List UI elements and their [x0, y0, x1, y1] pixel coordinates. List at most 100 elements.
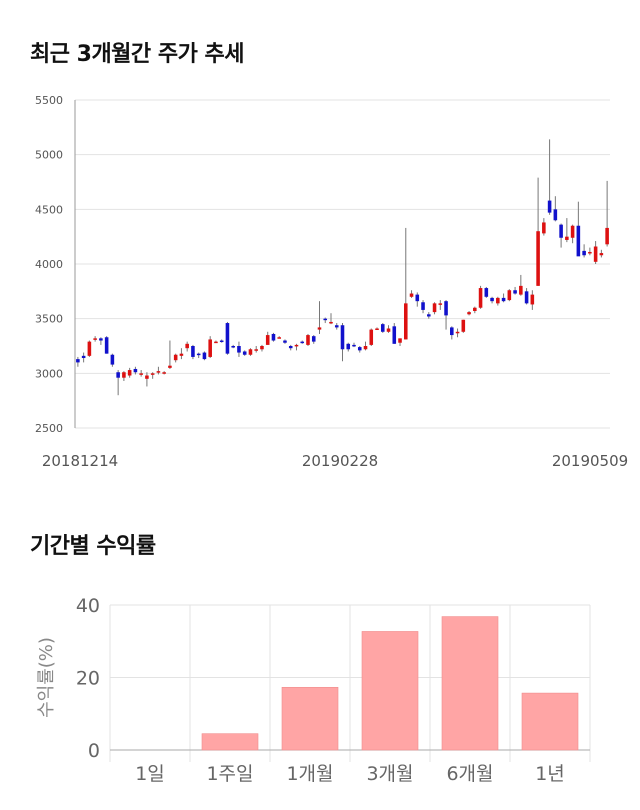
price-candle — [202, 351, 207, 361]
candle-body — [104, 337, 109, 354]
price-candle — [403, 227, 408, 340]
candle-body — [484, 288, 489, 297]
price-candle — [450, 326, 454, 340]
candle-body — [542, 222, 546, 234]
returns-chart-y-label: 수익률(%) — [36, 637, 57, 718]
returns-x-tick-label: 6개월 — [446, 763, 493, 785]
price-candle — [357, 346, 362, 353]
price-candle — [582, 244, 586, 258]
candle-body — [277, 337, 282, 339]
candle-body — [294, 344, 299, 347]
candle-body — [403, 303, 408, 340]
candle-body — [231, 346, 235, 348]
price-candle — [444, 300, 448, 330]
price-candle — [501, 293, 506, 303]
price-candle — [93, 336, 97, 342]
candle-body — [260, 346, 264, 350]
candle-body — [496, 297, 500, 304]
candle-body — [93, 338, 97, 340]
price-candle — [76, 356, 80, 367]
candle-body — [110, 354, 115, 365]
price-candle — [248, 348, 253, 356]
candle-body — [570, 225, 575, 238]
candle-body — [156, 371, 161, 373]
price-candle — [104, 336, 109, 354]
price-candle — [150, 372, 155, 379]
candle-body — [214, 341, 218, 344]
candle-body — [317, 327, 322, 330]
candle-body — [438, 303, 443, 305]
price-candle — [478, 285, 483, 309]
candle-body — [490, 297, 494, 302]
candle-body — [501, 297, 506, 302]
candle-body — [99, 338, 103, 341]
candle-body — [352, 344, 356, 347]
returns-chart-y-ticks: 0 20 40 — [76, 595, 100, 762]
candle-body — [81, 355, 86, 359]
candle-body — [536, 231, 540, 286]
candle-body — [271, 333, 276, 341]
candle-body — [432, 303, 437, 313]
price-chart-y-ticks: 2500 3000 3500 4000 4500 5000 5500 — [35, 94, 63, 435]
price-candle — [536, 177, 540, 286]
candle-body — [237, 346, 241, 353]
price-chart-candles — [76, 139, 609, 396]
price-candle — [438, 300, 443, 310]
candle-body — [334, 325, 339, 328]
candle-body — [421, 302, 425, 310]
candle-body — [139, 373, 143, 375]
price-candle — [283, 339, 287, 344]
price-candle — [432, 302, 437, 315]
returns-bar — [361, 631, 419, 751]
price-candle — [162, 371, 166, 375]
candle-body — [306, 335, 310, 345]
returns-x-tick-label: 1일 — [135, 763, 165, 785]
candle-body — [375, 328, 379, 331]
price-candle — [122, 371, 126, 381]
candle-body — [507, 290, 512, 301]
returns-y-axis-label: 수익률(%) — [36, 637, 57, 718]
price-candle — [473, 306, 477, 314]
price-x-tick-label: 20190509 — [552, 452, 628, 470]
candle-body — [219, 340, 224, 343]
price-candle — [242, 350, 247, 356]
candle-body — [599, 253, 604, 256]
returns-y-tick-label: 20 — [76, 668, 100, 690]
candle-body — [288, 346, 293, 349]
candle-body — [392, 326, 397, 344]
candle-body — [122, 372, 126, 378]
candle-body — [409, 293, 414, 297]
price-candle — [225, 321, 230, 355]
returns-chart-x-ticks: 1일 1주일 1개월 3개월 6개월 1년 — [135, 763, 565, 785]
price-trend-title: 최근 3개월간 주가 추세 — [30, 42, 244, 67]
returns-bar — [521, 692, 579, 751]
price-y-tick-label: 5000 — [35, 149, 63, 162]
price-candle — [271, 332, 276, 342]
candle-body — [283, 340, 287, 343]
price-candle — [323, 317, 328, 324]
price-candle — [168, 340, 172, 369]
price-candle — [231, 344, 235, 349]
price-candle — [191, 344, 195, 360]
price-candle — [311, 335, 316, 344]
price-candle — [484, 286, 489, 298]
price-candle — [513, 286, 517, 295]
candle-body — [76, 359, 80, 363]
price-candle — [461, 319, 466, 333]
price-candle — [380, 323, 385, 333]
candle-body — [116, 372, 120, 378]
price-candle — [496, 296, 500, 306]
candle-body — [323, 318, 328, 321]
candle-body — [242, 351, 247, 355]
returns-y-tick-label: 0 — [88, 740, 100, 762]
candle-body — [265, 335, 270, 345]
candle-body — [398, 338, 402, 343]
candle-body — [467, 312, 471, 315]
price-candle — [455, 328, 460, 338]
price-candle — [524, 288, 529, 305]
candle-body — [191, 346, 195, 357]
candle-body — [386, 328, 391, 332]
candle-body — [363, 346, 368, 350]
candle-body — [530, 294, 535, 305]
